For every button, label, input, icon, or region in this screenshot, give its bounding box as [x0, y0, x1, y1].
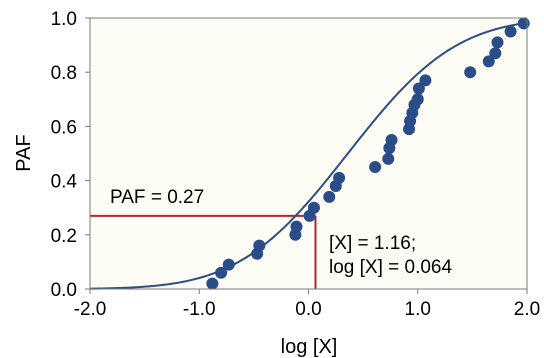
x-tick-label: -2.0 [74, 299, 107, 320]
data-point [385, 133, 398, 146]
x-axis-title: log [X] [281, 336, 338, 358]
annotation-conc: [X] = 1.16; [329, 233, 416, 254]
data-point [411, 93, 424, 106]
data-point [215, 266, 228, 279]
y-tick-label: 0.6 [51, 117, 77, 138]
plot-area [90, 18, 527, 289]
data-point [222, 258, 235, 271]
data-point [253, 239, 266, 252]
y-tick-label: 1.0 [51, 9, 77, 30]
data-point [333, 171, 346, 184]
y-tick-label: 0.2 [51, 226, 77, 247]
y-axis-title: PAF [13, 134, 35, 171]
fitted-curve [89, 21, 528, 290]
data-point [307, 201, 320, 214]
data-point [419, 74, 432, 87]
data-point [517, 17, 530, 30]
data-point [369, 161, 382, 174]
x-tick-label: -1.0 [183, 299, 216, 320]
x-tick-label: 0.0 [295, 299, 321, 320]
data-point [323, 190, 336, 203]
y-tick-label: 0.4 [51, 172, 78, 193]
data-point [489, 47, 502, 60]
x-tick-label: 1.0 [405, 299, 431, 320]
annotation-log-conc: log [X] = 0.064 [329, 257, 452, 278]
data-point [412, 82, 425, 95]
data-point [504, 25, 517, 38]
data-point [482, 55, 495, 68]
x-tick-label: 2.0 [514, 299, 540, 320]
data-point [491, 36, 504, 49]
data-point [464, 66, 477, 79]
y-tick-label: 0.8 [51, 63, 77, 84]
data-point [290, 220, 303, 233]
data-point [382, 152, 395, 165]
y-tick-label: 0.0 [51, 280, 77, 301]
annotation-paf: PAF = 0.27 [110, 187, 204, 208]
data-point [206, 277, 219, 290]
